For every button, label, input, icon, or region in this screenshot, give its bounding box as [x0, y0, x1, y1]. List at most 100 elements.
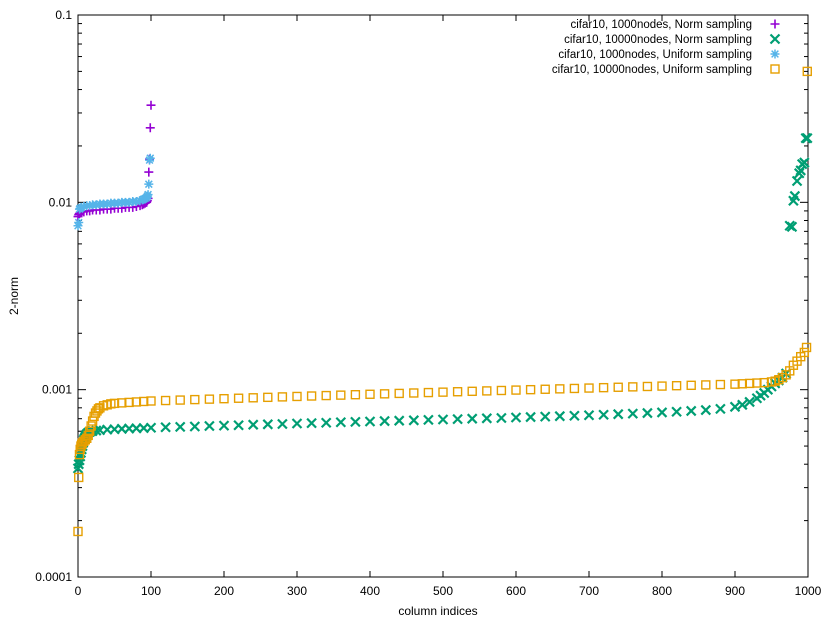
- x-tick-label: 100: [141, 584, 161, 598]
- data-point: [799, 157, 810, 168]
- series-3: [73, 153, 155, 231]
- data-point: [117, 398, 127, 408]
- data-point: [79, 202, 89, 212]
- data-point: [145, 153, 155, 163]
- x-tick-label: 600: [506, 584, 526, 598]
- data-point: [730, 379, 740, 389]
- data-point: [124, 397, 134, 408]
- data-point: [555, 384, 565, 394]
- data-point: [737, 399, 748, 411]
- data-point: [496, 412, 507, 424]
- data-point: [247, 419, 259, 430]
- data-point: [686, 380, 696, 391]
- data-point: [802, 66, 812, 77]
- data-point: [135, 196, 145, 206]
- data-point: [482, 386, 492, 396]
- data-point: [160, 421, 171, 433]
- data-point: [93, 404, 104, 414]
- x-tick-label: 400: [360, 584, 380, 598]
- data-point: [657, 381, 667, 391]
- data-point: [671, 406, 682, 418]
- data-point: [656, 407, 668, 418]
- data-point: [452, 387, 463, 397]
- data-point: [423, 387, 434, 398]
- data-point: [365, 389, 375, 399]
- data-point: [466, 413, 478, 424]
- x-tick-label: 1000: [795, 584, 822, 598]
- data-point: [233, 393, 244, 403]
- data-point: [744, 396, 755, 408]
- series-2: [72, 132, 813, 474]
- y-tick-label: 0.1: [55, 8, 72, 22]
- data-point: [292, 391, 302, 402]
- data-point: [801, 342, 812, 353]
- data-point: [204, 394, 215, 404]
- data-point: [729, 401, 741, 413]
- data-point: [481, 413, 493, 424]
- y-tick-label: 0.01: [49, 195, 73, 209]
- legend-marker: [770, 64, 780, 74]
- data-point: [569, 383, 580, 394]
- data-point: [143, 190, 153, 200]
- data-point: [752, 378, 762, 388]
- data-point: [189, 421, 201, 432]
- data-point: [540, 384, 550, 394]
- data-point: [642, 381, 653, 392]
- x-tick-label: 500: [433, 584, 453, 598]
- legend-label: cifar10, 10000nodes, Norm sampling: [564, 34, 752, 46]
- y-tick-label: 0.001: [42, 383, 72, 397]
- data-point: [277, 392, 288, 402]
- data-point: [190, 394, 200, 405]
- data-point: [791, 175, 803, 187]
- data-point: [146, 396, 156, 406]
- data-point: [799, 347, 810, 358]
- plot-area: 0 100 200 300 400 500 600 700 800 900 1000 0.0001 0.…: [35, 8, 821, 598]
- data-point: [554, 410, 566, 422]
- data-point: [84, 426, 95, 436]
- x-tick-label: 0: [75, 584, 82, 598]
- data-point: [467, 386, 477, 397]
- data-point: [218, 420, 230, 431]
- data-point: [248, 393, 258, 403]
- data-point: [263, 392, 273, 403]
- data-point: [642, 407, 653, 419]
- data-point: [146, 100, 156, 110]
- data-point: [86, 421, 96, 431]
- data-point: [438, 387, 448, 397]
- data-point: [627, 408, 639, 419]
- data-point: [539, 411, 551, 422]
- data-point: [525, 411, 536, 423]
- y-axis-title: 2-norm: [7, 277, 21, 315]
- data-point: [379, 415, 390, 427]
- legend-label: cifar10, 1000nodes, Uniform sampling: [558, 49, 752, 61]
- data-point: [262, 419, 274, 430]
- legend-marker: [770, 49, 780, 59]
- data-point: [102, 199, 112, 209]
- data-point: [321, 390, 331, 401]
- data-point: [291, 418, 303, 429]
- legend-marker: [770, 19, 780, 29]
- data-point: [786, 221, 798, 233]
- x-tick-label: 200: [214, 584, 234, 598]
- data-point: [145, 123, 155, 133]
- data-point: [583, 409, 595, 421]
- plot-frame: [77, 14, 809, 578]
- data-point: [628, 382, 638, 392]
- data-point: [124, 197, 134, 207]
- data-point: [612, 408, 624, 420]
- data-point: [306, 417, 317, 429]
- data-point: [336, 390, 346, 400]
- data-point: [74, 218, 84, 228]
- data-point: [91, 200, 101, 210]
- data-point: [423, 414, 434, 426]
- data-point: [113, 198, 123, 208]
- data-point: [350, 390, 361, 400]
- data-point: [569, 410, 580, 421]
- data-point: [393, 415, 405, 426]
- data-point: [145, 422, 157, 434]
- data-point: [219, 393, 229, 404]
- data-point: [350, 416, 361, 428]
- x-tick-label: 800: [652, 584, 672, 598]
- data-point: [598, 409, 609, 420]
